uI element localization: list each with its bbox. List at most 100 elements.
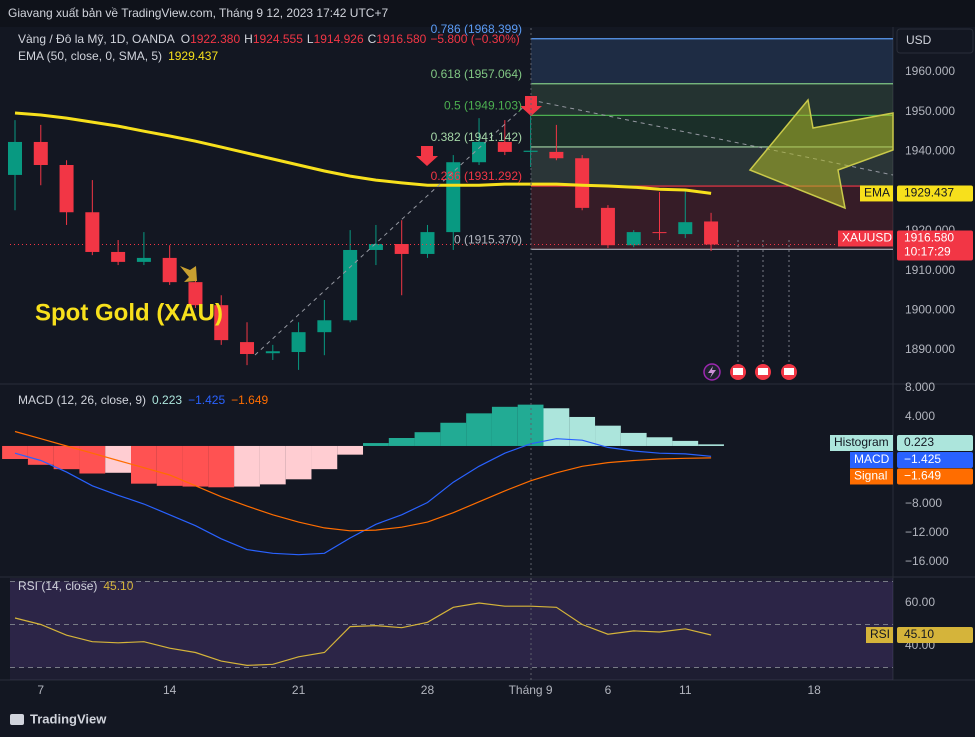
histogram-name-box xyxy=(830,435,893,451)
ema-value-box xyxy=(897,185,973,202)
histogram-bar xyxy=(105,445,132,473)
candle-body xyxy=(420,232,435,254)
ohlc-value: 1914.926 xyxy=(314,32,364,46)
y-tick-label: 1940.000 xyxy=(905,144,955,158)
rsi-name-box xyxy=(866,627,893,644)
candle-body xyxy=(265,351,280,354)
candle-body xyxy=(626,232,641,246)
histogram-value-box xyxy=(897,435,973,451)
ema-value: 1929.437 xyxy=(904,186,954,200)
candle-body xyxy=(240,342,255,355)
legend: Vàng / Đô la Mỹ, 1D, OANDA O1922.380 H1924… xyxy=(18,32,520,46)
ohlc-key: H xyxy=(244,32,253,46)
flag xyxy=(784,368,794,375)
flag xyxy=(758,368,768,375)
series-value: −1.425 xyxy=(188,393,225,407)
x-tick-label: 11 xyxy=(679,683,692,697)
candle-body xyxy=(85,212,100,252)
candle-body xyxy=(33,141,48,165)
candle-body xyxy=(136,257,151,262)
currency-box[interactable] xyxy=(896,28,974,54)
series-value-box xyxy=(897,452,973,468)
histogram-bar xyxy=(388,437,415,446)
y-tick-label: −12.000 xyxy=(905,525,949,539)
price-name-box xyxy=(838,230,893,247)
histogram-bar xyxy=(595,425,621,446)
fib-zone xyxy=(531,38,893,84)
header-bar xyxy=(0,0,975,27)
y-tick-label: 1900.000 xyxy=(905,303,955,317)
brand: TradingView xyxy=(30,711,107,726)
histogram-bar xyxy=(53,445,80,470)
arrow-drawing xyxy=(748,98,894,210)
price-value: 1916.580 xyxy=(904,231,954,245)
histogram-name: Histogram xyxy=(834,435,889,449)
histogram-bar xyxy=(646,437,673,446)
candle-body xyxy=(59,164,74,213)
ohlc-value: 1916.580 xyxy=(376,32,426,46)
candle-body xyxy=(678,222,693,235)
down-arrow xyxy=(416,146,438,166)
candle-body xyxy=(188,282,203,306)
symbol: Vàng / Đô la Mỹ, 1D, OANDA xyxy=(18,32,175,46)
series-value: −1.425 xyxy=(904,452,941,466)
y-tick-label: 4.000 xyxy=(905,409,935,423)
series-value: −1.649 xyxy=(904,469,941,483)
price-name: XAUUSD xyxy=(842,231,892,245)
ohlc-value: 1924.555 xyxy=(253,32,303,46)
histogram-bar xyxy=(337,445,364,455)
candle-body xyxy=(111,251,126,262)
histogram-bar xyxy=(182,445,209,487)
rsi-value: 45.10 xyxy=(103,579,133,593)
histogram-bar xyxy=(156,445,183,486)
y-tick-label: −16.000 xyxy=(905,554,949,568)
price-countdown: 10:17:29 xyxy=(904,245,951,259)
histogram-value: 0.223 xyxy=(904,435,934,449)
fib-label: 0.618 (1957.064) xyxy=(431,67,522,81)
histogram-bar xyxy=(698,444,724,446)
x-tick-label: 28 xyxy=(421,683,435,697)
candle-body xyxy=(317,320,332,333)
histogram-bar xyxy=(311,445,338,470)
histogram-bar xyxy=(259,445,286,485)
fib-zone xyxy=(531,83,893,116)
fib-label: 0.382 (1941.142) xyxy=(431,130,522,144)
candle-body xyxy=(652,232,667,234)
plot xyxy=(2,38,893,680)
series-value: −1.649 xyxy=(231,393,268,407)
currency: USD xyxy=(906,33,932,47)
down-arrow xyxy=(520,96,542,116)
x-tick-label: 6 xyxy=(605,683,612,697)
histogram-bar xyxy=(208,445,235,488)
candle-body xyxy=(162,257,177,283)
fib-label: 0.786 (1968.399) xyxy=(431,22,522,36)
x-tick-label: Tháng 9 xyxy=(509,683,553,697)
series-name-box xyxy=(850,468,893,485)
x-tick-label: 7 xyxy=(37,683,44,697)
ema-legend: EMA (50, close, 0, SMA, 5) xyxy=(18,49,162,63)
candle-body xyxy=(523,150,538,152)
histogram-bar xyxy=(569,416,596,446)
logo xyxy=(10,714,24,725)
rsi-background xyxy=(10,578,893,680)
series-name-box xyxy=(850,452,893,468)
series-value-box xyxy=(897,468,973,485)
small-arrow xyxy=(180,266,197,282)
ema-line xyxy=(14,111,712,195)
y-tick-label: 1950.000 xyxy=(905,104,955,118)
y-tick-label: 60.00 xyxy=(905,595,935,609)
flag xyxy=(733,368,743,375)
ohlc-key: C xyxy=(368,32,377,46)
ema-value: 1929.437 xyxy=(168,49,218,63)
fib-label: 0 (1915.370) xyxy=(454,232,522,246)
histogram-bar xyxy=(2,445,28,460)
histogram-bar xyxy=(363,443,389,446)
rsi-name: RSI xyxy=(870,627,890,641)
macd-legend: MACD (12, 26, close, 9) xyxy=(18,393,146,407)
y-tick-label: 1910.000 xyxy=(905,263,955,277)
candle-body xyxy=(575,158,590,208)
histogram-bar xyxy=(285,445,312,480)
candle-body xyxy=(497,141,512,152)
candle-body xyxy=(472,141,487,163)
trend-line xyxy=(530,99,894,176)
